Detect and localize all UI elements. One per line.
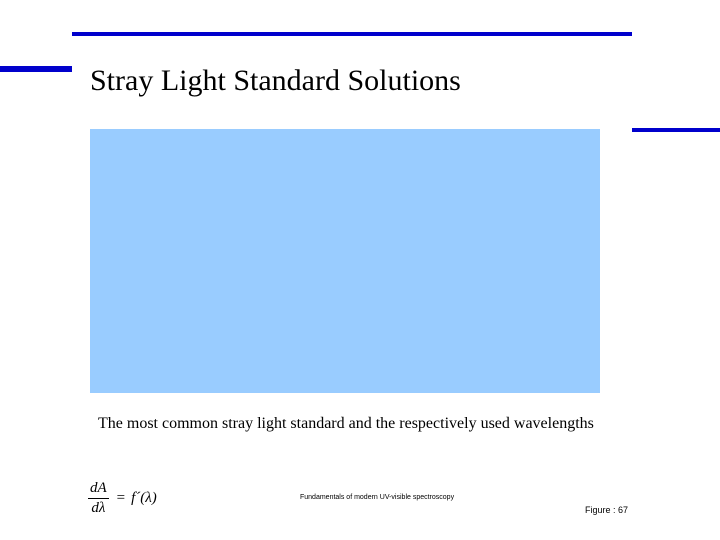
formula-numerator: dA	[88, 480, 109, 499]
figure-caption: The most common stray light standard and…	[98, 415, 594, 432]
formula-rhs: f´(λ)	[131, 489, 157, 506]
source-note: Fundamentals of modern UV-visible spectr…	[300, 494, 455, 501]
figure-placeholder	[90, 129, 600, 393]
right-accent-rule	[632, 128, 720, 132]
formula-equals: =	[116, 489, 126, 506]
left-accent-rule	[0, 66, 72, 72]
formula-denominator: dλ	[91, 499, 106, 516]
slide-title: Stray Light Standard Solutions	[90, 64, 461, 97]
top-accent-rule	[72, 32, 632, 36]
derivative-formula: dA dλ = f´(λ)	[88, 478, 157, 518]
formula-fraction: dA dλ	[88, 480, 109, 517]
figure-number: Figure : 67	[585, 505, 629, 515]
